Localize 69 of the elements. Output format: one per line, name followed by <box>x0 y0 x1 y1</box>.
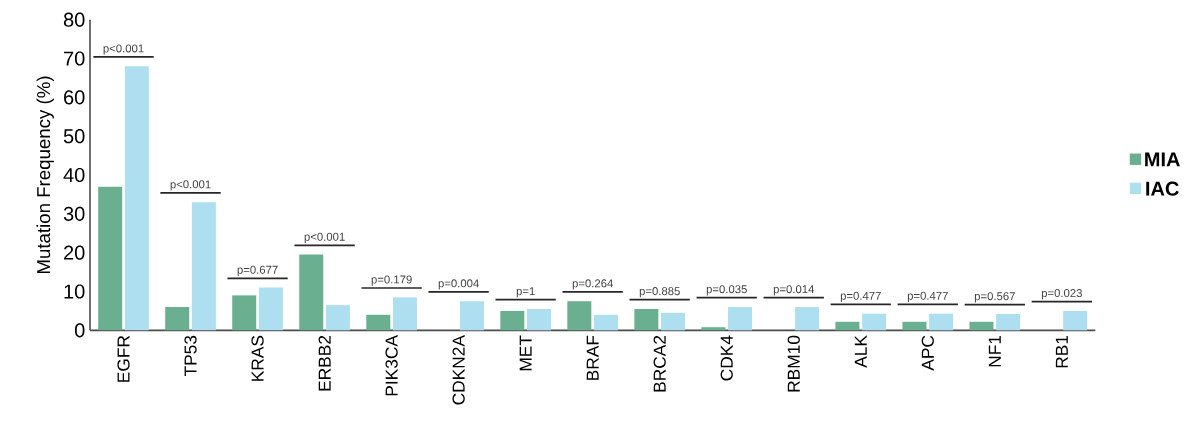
annotation: p<0.001 <box>103 44 144 55</box>
bar <box>366 314 391 331</box>
bar <box>862 313 887 331</box>
bar <box>459 301 484 331</box>
y-tick-label: 0 <box>74 323 85 338</box>
y-tick-label: 10 <box>64 284 85 299</box>
annotation: p<0.001 <box>304 232 345 243</box>
annotation: p=0.677 <box>237 265 278 277</box>
bar <box>728 307 753 331</box>
x-tick-label: EGFR <box>117 335 130 382</box>
bar <box>325 305 350 331</box>
annotation: p=0.004 <box>438 279 479 290</box>
bar <box>835 321 860 331</box>
bar <box>969 321 994 331</box>
bar <box>258 287 283 331</box>
annotation: p<0.001 <box>170 180 211 191</box>
y-tick-label: 50 <box>63 129 85 144</box>
bar <box>98 186 123 331</box>
annotation: p=1 <box>516 287 535 298</box>
annotation: p=0.179 <box>371 275 412 286</box>
bar <box>124 66 149 331</box>
y-axis-title: Mutation Frequency (%) <box>36 76 54 274</box>
x-tick-label: CDKN2A <box>452 335 465 405</box>
y-tick-label: 60 <box>64 90 85 105</box>
bar <box>299 254 324 331</box>
bar <box>701 327 726 331</box>
x-tick-label: KRAS <box>251 335 264 381</box>
y-tick-label: 70 <box>64 51 85 66</box>
y-tick-label: 20 <box>64 245 85 260</box>
bar <box>902 321 927 331</box>
bar <box>165 307 190 331</box>
x-tick-label: ALK <box>854 335 867 368</box>
bar <box>661 312 686 331</box>
annotation: p=0.477 <box>840 291 881 303</box>
annotation: p=0.023 <box>1041 289 1082 300</box>
x-tick-label: BRCA2 <box>653 335 666 392</box>
bar <box>191 202 216 331</box>
x-tick-label: TP53 <box>184 335 197 377</box>
bar <box>929 313 954 331</box>
bar <box>567 301 592 331</box>
bar <box>996 314 1021 331</box>
annotation: p=0.567 <box>974 292 1015 303</box>
bar <box>1063 310 1088 331</box>
x-tick-label: PIK3CA <box>385 335 398 396</box>
x-tick-label: ERBB2 <box>318 335 331 391</box>
x-tick-label: APC <box>921 335 934 371</box>
x-tick-label: RB1 <box>1055 335 1068 368</box>
bar <box>392 297 417 331</box>
x-tick-label: CDK4 <box>720 335 733 381</box>
legend-label: MIA <box>1145 152 1180 167</box>
x-tick-label: RBM10 <box>787 335 800 392</box>
x-tick-label: BRAF <box>586 335 599 380</box>
bar <box>634 308 659 331</box>
annotation: p=0.477 <box>907 291 948 303</box>
annotation: p=0.014 <box>773 285 815 296</box>
bar <box>500 310 525 331</box>
y-tick-label: 80 <box>63 12 85 27</box>
y-tick-label: 40 <box>63 167 85 183</box>
y-tick-label: 30 <box>63 206 85 221</box>
annotation: p=0.264 <box>572 279 613 290</box>
bar <box>232 295 257 331</box>
x-tick-label: MET <box>519 335 532 371</box>
bar <box>526 308 551 331</box>
legend-label: IAC <box>1146 181 1179 196</box>
bar <box>594 314 619 331</box>
bar <box>795 307 820 331</box>
x-tick-label: NF1 <box>988 335 1001 367</box>
annotation: p=0.035 <box>706 285 747 296</box>
annotation: p=0.885 <box>639 287 680 298</box>
